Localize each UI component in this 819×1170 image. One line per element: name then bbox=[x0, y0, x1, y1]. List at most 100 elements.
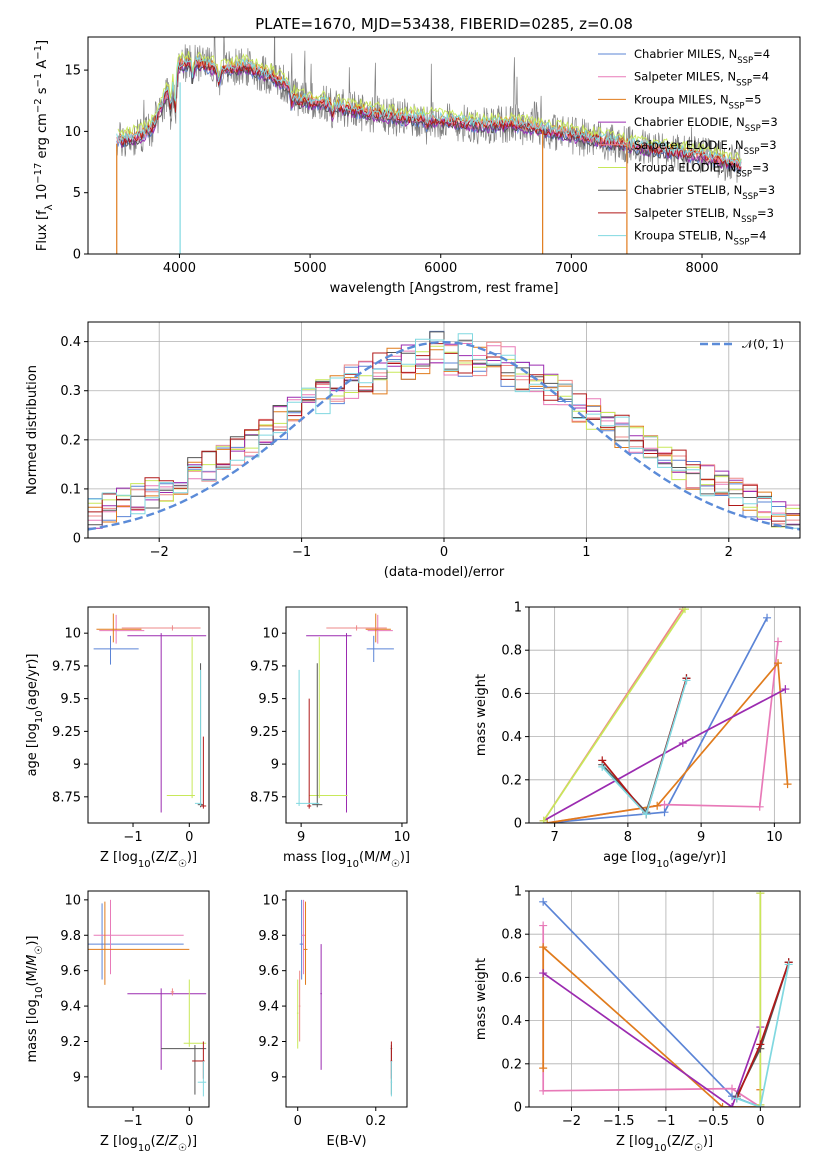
series-line-chabrier_miles bbox=[542, 901, 761, 1107]
axes-frame bbox=[87, 606, 210, 824]
series-marker bbox=[660, 808, 669, 817]
y-tick-label: 0.6 bbox=[501, 971, 522, 986]
age_vs_Z-plot bbox=[93, 613, 207, 813]
series-marker bbox=[653, 801, 662, 810]
series-marker bbox=[539, 969, 548, 978]
series-marker bbox=[539, 921, 548, 930]
y-tick-label: 9.4 bbox=[258, 1000, 279, 1015]
y-tick-label: 9 bbox=[271, 1070, 279, 1085]
x-tick-label: 1 bbox=[582, 545, 590, 560]
y-tick-label: 9.6 bbox=[258, 964, 279, 979]
x-tick-label: −0.5 bbox=[697, 1114, 729, 1129]
series-marker bbox=[718, 1103, 727, 1107]
age_vs_mass-plot bbox=[296, 613, 394, 813]
legend-entry: Kroupa ELODIE, NSSP=3 bbox=[634, 161, 769, 180]
y-axis-label: Normed distribution bbox=[25, 365, 40, 495]
y-tick-label: 0.4 bbox=[501, 730, 522, 745]
series-line-chabrier_stelib bbox=[601, 678, 688, 814]
series-marker bbox=[539, 1086, 548, 1095]
series-marker bbox=[728, 1103, 737, 1107]
x-tick-label: −1 bbox=[292, 545, 311, 560]
x-axis-label: Z [log10(Z/Z☉)] bbox=[100, 850, 197, 870]
axes-frame bbox=[87, 36, 801, 255]
model-spectrum-chabrier_stelib bbox=[119, 63, 742, 174]
x-tick-label: 9 bbox=[297, 830, 305, 845]
series-marker bbox=[781, 685, 790, 694]
y-tick-label: 9.25 bbox=[250, 725, 279, 740]
series-marker bbox=[756, 1040, 765, 1049]
age_vs_Z-panel: −1 0 8.75 9 9.25 9.5 9.75 10 Z [log10(Z/Z☉)] age … bbox=[25, 606, 210, 870]
y-tick-label: 0.8 bbox=[501, 928, 522, 943]
y-tick-label: 10 bbox=[64, 893, 81, 908]
y-axis-label: mass [log10(M/M☉)] bbox=[25, 936, 45, 1063]
histogram-kroupa_stelib bbox=[88, 333, 800, 529]
legend-entry: Chabrier ELODIE, NSSP=3 bbox=[634, 115, 778, 134]
spectrum-panel: 4000 5000 6000 7000 8000 0 5 10 15 wavelength [An… bbox=[33, 36, 801, 296]
y-tick-label: 1 bbox=[514, 601, 522, 616]
series-marker bbox=[598, 762, 607, 771]
y-axis-label: mass weight bbox=[474, 958, 489, 1040]
legend-entry: Salpeter ELODIE, NSSP=3 bbox=[634, 138, 777, 157]
x-tick-label: 10 bbox=[394, 830, 411, 845]
y-tick-label: 9 bbox=[271, 758, 279, 773]
series-marker bbox=[682, 676, 691, 685]
axes-frame bbox=[528, 606, 801, 824]
x-tick-label: 5000 bbox=[294, 261, 327, 276]
residual-plot bbox=[88, 330, 800, 531]
y-tick-label: 1 bbox=[514, 885, 522, 900]
residual-panel: −2 −1 0 1 2 0 0.1 0.2 0.3 0.4 (data-model)/error No… bbox=[25, 321, 801, 580]
mass_weight_vs_Z-plot bbox=[539, 891, 793, 1107]
x-axis-label: wavelength [Angstrom, rest frame] bbox=[330, 281, 559, 296]
series-marker bbox=[756, 891, 765, 898]
y-axis-label: Flux [fλ 10−17 erg cm−2 s−1 A−1] bbox=[33, 40, 55, 251]
series-marker bbox=[774, 637, 783, 646]
y-tick-label: 10 bbox=[262, 627, 279, 642]
x-tick-label: 0 bbox=[440, 545, 448, 560]
x-tick-label: 4000 bbox=[163, 261, 196, 276]
series-line-chabrier_elodie bbox=[542, 972, 762, 1107]
y-tick-label: 15 bbox=[64, 64, 81, 79]
axes-frame bbox=[285, 606, 408, 824]
model-spectrum-kroupa_stelib bbox=[116, 55, 742, 168]
series-marker bbox=[539, 943, 548, 952]
x-tick-label: 2 bbox=[725, 545, 733, 560]
y-tick-label: 9.5 bbox=[60, 692, 81, 707]
x-tick-label: −1 bbox=[123, 1114, 142, 1129]
series-marker bbox=[678, 739, 687, 748]
legend-entry: Salpeter MILES, NSSP=4 bbox=[634, 70, 769, 89]
x-tick-label: −1 bbox=[123, 830, 142, 845]
y-tick-label: 9.6 bbox=[60, 964, 81, 979]
mass_vs_ebv-plot bbox=[296, 899, 393, 1097]
y-axis-label: age [log10(age/yr)] bbox=[25, 654, 45, 777]
legend-entry: Chabrier MILES, NSSP=4 bbox=[634, 47, 770, 66]
figure-title: PLATE=1670, MJD=53438, FIBERID=0285, z=0… bbox=[255, 15, 633, 33]
x-tick-label: −2 bbox=[150, 545, 169, 560]
series-marker bbox=[539, 1064, 548, 1073]
series-marker bbox=[774, 659, 783, 668]
y-tick-label: 0 bbox=[73, 248, 81, 263]
axes-frame bbox=[528, 890, 801, 1108]
series-line-kroupa_stelib bbox=[736, 964, 790, 1107]
y-tick-label: 0.2 bbox=[501, 1057, 522, 1072]
y-tick-label: 0 bbox=[73, 532, 81, 547]
mass_weight_vs_age-panel: 7 8 9 10 0 0.2 0.4 0.6 0.8 1 age [log10(age/yr)] ma… bbox=[474, 601, 801, 870]
series-line-kroupa_miles bbox=[547, 661, 789, 823]
x-axis-label: age [log10(age/yr)] bbox=[603, 850, 726, 870]
mass_vs_ebv-panel: 0 0.2 9 9.2 9.4 9.6 9.8 10 E(B-V) bbox=[258, 890, 408, 1149]
y-tick-label: 10 bbox=[64, 125, 81, 140]
y-tick-label: 0.1 bbox=[60, 482, 81, 497]
series-line-salpeter_miles bbox=[547, 641, 779, 823]
series-marker bbox=[660, 800, 669, 809]
y-tick-label: 0.3 bbox=[60, 384, 81, 399]
x-tick-label: 8000 bbox=[685, 261, 718, 276]
y-tick-label: 0 bbox=[514, 1101, 522, 1116]
y-tick-label: 10 bbox=[262, 893, 279, 908]
mass_weight_vs_Z-panel: −2 −1.5 −1 −0.5 0 0 0.2 0.4 0.6 0.8 1 Z [log10(Z/Z☉… bbox=[474, 885, 801, 1154]
series-marker bbox=[755, 802, 764, 811]
series-marker bbox=[756, 1103, 765, 1107]
age_vs_mass-panel: 9 10 8.75 9 9.25 9.5 9.75 10 mass [log10(M/M☉)] bbox=[250, 606, 411, 870]
y-tick-label: 0.4 bbox=[60, 335, 81, 350]
normal-curve bbox=[88, 340, 800, 531]
x-tick-label: 0 bbox=[185, 1114, 193, 1129]
y-tick-label: 0.8 bbox=[501, 644, 522, 659]
